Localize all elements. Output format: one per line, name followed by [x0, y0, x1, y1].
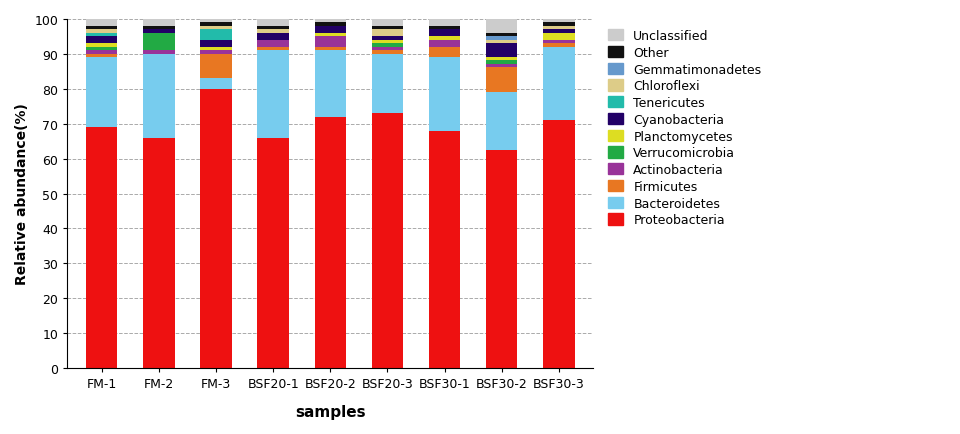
Bar — [429, 41, 460, 48]
Bar — [372, 30, 403, 37]
Bar — [86, 20, 117, 27]
Bar — [372, 20, 403, 27]
Bar — [486, 61, 517, 65]
Bar — [429, 37, 460, 41]
Bar — [429, 132, 460, 368]
Bar — [86, 48, 117, 51]
Bar — [257, 27, 289, 30]
Bar — [201, 55, 231, 79]
Bar — [429, 20, 460, 27]
Bar — [257, 30, 289, 34]
Bar — [486, 34, 517, 37]
Bar — [201, 48, 231, 51]
Bar — [201, 27, 231, 30]
Bar — [86, 58, 117, 128]
Bar — [143, 30, 175, 34]
Bar — [315, 118, 346, 368]
X-axis label: samples: samples — [295, 404, 366, 419]
Bar — [315, 51, 346, 118]
Bar — [201, 79, 231, 89]
Bar — [315, 20, 346, 23]
Legend: Unclassified, Other, Gemmatimonadetes, Chloroflexi, Tenericutes, Cyanobacteria, : Unclassified, Other, Gemmatimonadetes, C… — [605, 26, 765, 230]
Bar — [201, 30, 231, 41]
Bar — [543, 34, 574, 41]
Bar — [486, 37, 517, 41]
Bar — [486, 92, 517, 151]
Bar — [257, 51, 289, 138]
Bar — [372, 48, 403, 51]
Bar — [543, 48, 574, 121]
Bar — [257, 138, 289, 368]
Bar — [486, 20, 517, 34]
Bar — [257, 48, 289, 51]
Bar — [201, 41, 231, 48]
Bar — [315, 48, 346, 51]
Bar — [143, 51, 175, 55]
Bar — [543, 44, 574, 48]
Bar — [486, 151, 517, 368]
Bar — [429, 30, 460, 37]
Bar — [86, 34, 117, 37]
Bar — [201, 20, 231, 23]
Bar — [86, 37, 117, 44]
Bar — [143, 55, 175, 138]
Bar — [543, 30, 574, 34]
Bar — [143, 138, 175, 368]
Bar — [372, 27, 403, 30]
Bar — [86, 128, 117, 368]
Bar — [486, 58, 517, 61]
Bar — [86, 27, 117, 30]
Bar — [543, 121, 574, 368]
Bar — [543, 27, 574, 30]
Bar — [429, 58, 460, 132]
Bar — [86, 51, 117, 55]
Bar — [429, 48, 460, 58]
Bar — [201, 89, 231, 368]
Bar — [143, 20, 175, 27]
Bar — [543, 20, 574, 23]
Bar — [257, 41, 289, 48]
Bar — [86, 30, 117, 34]
Bar — [372, 114, 403, 368]
Bar — [315, 27, 346, 34]
Bar — [86, 55, 117, 58]
Bar — [201, 23, 231, 27]
Bar — [257, 20, 289, 27]
Bar — [486, 41, 517, 44]
Bar — [315, 23, 346, 27]
Bar — [372, 55, 403, 114]
Bar — [143, 34, 175, 51]
Y-axis label: Relative abundance(%): Relative abundance(%) — [15, 103, 29, 285]
Bar — [429, 27, 460, 30]
Bar — [257, 34, 289, 41]
Bar — [486, 65, 517, 68]
Bar — [201, 51, 231, 55]
Bar — [543, 41, 574, 44]
Bar — [315, 37, 346, 48]
Bar — [372, 41, 403, 44]
Bar — [486, 68, 517, 92]
Bar — [486, 44, 517, 58]
Bar — [372, 44, 403, 48]
Bar — [372, 37, 403, 41]
Bar — [86, 44, 117, 48]
Bar — [315, 34, 346, 37]
Bar — [143, 27, 175, 30]
Bar — [543, 23, 574, 27]
Bar — [372, 51, 403, 55]
